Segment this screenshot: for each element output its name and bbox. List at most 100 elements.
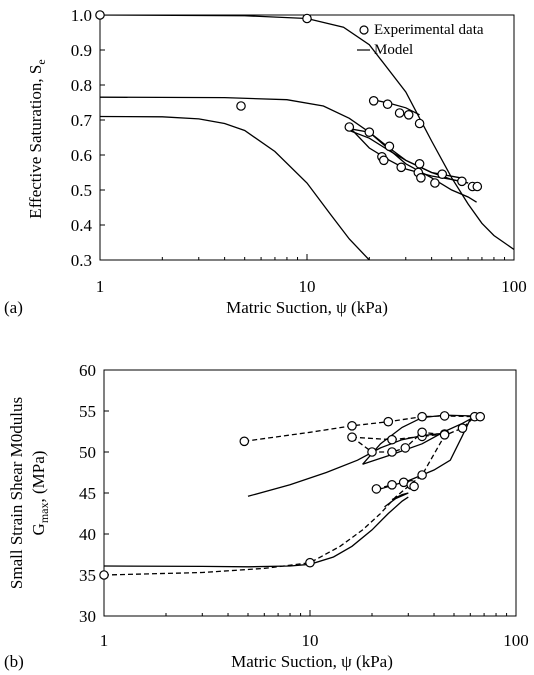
tick-labels-b: 30 35 40 45 50 55 60 1 10 100 (79, 361, 529, 650)
data-point-a (236, 101, 246, 111)
x-axis-label-b: Matric Suction, ψ (kPa) (231, 652, 393, 671)
data-point-b (417, 470, 427, 480)
data-point-a (457, 176, 467, 187)
data-point-b (367, 447, 377, 457)
data-point-b (387, 479, 397, 490)
y-tick-label-a: 0.3 (71, 251, 92, 270)
x-tick-label-b: 100 (503, 631, 529, 650)
y-tick-label-b: 30 (79, 607, 96, 626)
plot-frame-a (99, 14, 515, 261)
y-tick-label-b: 50 (79, 443, 96, 462)
data-point-a (378, 155, 389, 166)
dashed-path-b (104, 416, 476, 576)
y-tick-label-a: 0.4 (71, 216, 93, 235)
data-point-b (400, 443, 411, 453)
model-curve-a (349, 128, 477, 203)
legend-label-model: Model (374, 42, 413, 58)
data-point-b (305, 557, 315, 568)
data-point-a (382, 99, 393, 109)
tick-labels-a: 0.3 0.4 0.5 0.6 0.7 0.8 0.9 1.0 1 10 100 (71, 6, 527, 296)
y-axis-label-b-line1: Small Strain Shear M0dulus (7, 397, 26, 589)
dashed-path-b (244, 415, 481, 442)
y-tick-label-a: 0.7 (71, 111, 93, 130)
model-curve-a (100, 96, 469, 184)
data-point-b (239, 436, 250, 447)
model-curve-b (362, 416, 476, 465)
data-point-a (368, 96, 379, 106)
y-axis-label-a-sub: e (34, 59, 48, 64)
y-axis-label-b-g: G (29, 523, 48, 535)
x-tick-label-a: 100 (501, 277, 527, 296)
chart-panel-a: 0.3 0.4 0.5 0.6 0.7 0.8 0.9 1.0 1 10 100 Experimen… (4, 6, 527, 317)
data-point-b (457, 423, 468, 433)
model-curve-a (100, 15, 514, 251)
x-tick-label-b: 10 (302, 631, 319, 650)
axes-b (103, 369, 508, 617)
y-tick-label-b: 40 (79, 525, 96, 544)
data-point-b (417, 427, 427, 438)
y-axis-label-b-unit: , (MPa) (29, 451, 48, 503)
model-curve-a (348, 126, 469, 184)
y-tick-label-a: 0.9 (71, 41, 92, 60)
data-point-b (383, 416, 394, 427)
data-point-b (387, 447, 397, 457)
y-tick-label-a: 1.0 (71, 6, 92, 25)
model-curves-b (104, 414, 485, 576)
y-axis-label-a-main: Effective Saturation, S (26, 65, 45, 219)
model-curve-a (349, 129, 461, 179)
model-curve-b (384, 492, 409, 508)
legend-marker-circle (359, 25, 369, 35)
panel-label-b: (b) (4, 652, 24, 671)
data-point-a (416, 173, 426, 183)
model-curves-a (100, 15, 514, 260)
y-tick-label-b: 35 (79, 566, 96, 585)
data-point-b (475, 411, 485, 422)
dashed-path-b (351, 433, 445, 441)
data-point-a (344, 122, 355, 132)
data-points-a (95, 10, 483, 192)
x-axis-label-a: Matric Suction, ψ (kPa) (226, 298, 388, 317)
y-axis-label-a: Effective Saturation, Se (26, 59, 48, 218)
data-point-a (396, 162, 406, 173)
y-tick-label-b: 55 (79, 402, 96, 421)
data-point-a (95, 10, 105, 20)
y-axis-label-b-sub: max (37, 503, 51, 524)
model-curve-b (104, 496, 409, 568)
data-points-b (99, 411, 485, 580)
legend: Experimental data Model (357, 22, 484, 58)
data-point-b (99, 570, 109, 580)
data-point-b (439, 411, 450, 421)
x-tick-label-b: 1 (100, 631, 109, 650)
model-curve-a (100, 115, 370, 260)
data-point-a (430, 178, 440, 188)
data-point-b (371, 484, 382, 494)
data-point-a (472, 181, 483, 192)
data-point-b (409, 481, 419, 492)
legend-label-experimental: Experimental data (374, 22, 484, 38)
y-tick-label-a: 0.6 (71, 146, 92, 165)
y-tick-label-a: 0.5 (71, 181, 92, 200)
data-point-a (394, 108, 405, 118)
data-point-a (414, 118, 425, 129)
chart-panel-b: 30 35 40 45 50 55 60 1 10 100 (b) Matric Suction,… (4, 361, 529, 671)
data-point-a (302, 13, 312, 24)
data-point-a (403, 110, 414, 120)
data-point-b (347, 432, 357, 442)
data-point-b (439, 429, 450, 440)
data-point-a (437, 169, 447, 179)
y-tick-label-b: 60 (79, 361, 96, 380)
axes-a (99, 14, 506, 261)
data-point-a (384, 141, 395, 152)
data-point-a (364, 127, 375, 137)
y-axis-label-b-line2: Gmax, (MPa) (29, 451, 51, 536)
y-tick-label-b: 45 (79, 484, 96, 503)
y-tick-label-a: 0.8 (71, 76, 92, 95)
panel-label-a: (a) (4, 298, 23, 317)
x-tick-label-a: 10 (299, 277, 316, 296)
data-point-a (414, 159, 425, 169)
data-point-b (387, 434, 397, 445)
data-point-b (417, 411, 427, 422)
data-point-b (347, 420, 357, 431)
plot-frame-b (103, 369, 517, 617)
